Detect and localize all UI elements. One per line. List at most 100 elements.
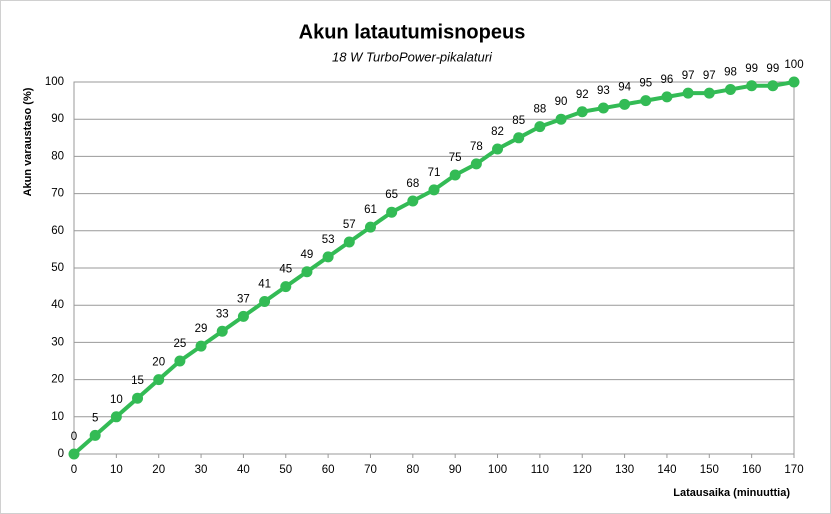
data-label: 99 <box>745 63 758 75</box>
data-label: 98 <box>724 66 737 78</box>
data-label: 45 <box>279 264 292 276</box>
data-point <box>682 87 694 99</box>
y-tick-label: 40 <box>51 299 64 311</box>
data-point <box>89 429 101 441</box>
y-tick-label: 100 <box>45 76 64 88</box>
x-tick-label: 50 <box>279 464 292 476</box>
data-label: 78 <box>470 141 483 153</box>
x-tick-label: 70 <box>364 464 377 476</box>
data-label: 41 <box>258 279 271 291</box>
data-point <box>174 355 186 367</box>
data-point <box>449 169 461 181</box>
data-point <box>386 206 398 218</box>
chart-title: Akun latautumisnopeus <box>299 21 526 43</box>
x-tick-label: 150 <box>700 464 719 476</box>
data-point <box>301 266 313 278</box>
data-point <box>237 310 249 322</box>
y-tick-label: 50 <box>51 262 64 274</box>
data-label: 61 <box>364 204 377 216</box>
data-label: 93 <box>597 85 610 97</box>
data-label: 53 <box>322 234 335 246</box>
data-point <box>703 87 715 99</box>
data-point <box>788 76 800 88</box>
data-label: 94 <box>618 81 631 93</box>
y-tick-label: 60 <box>51 225 64 237</box>
y-tick-label: 80 <box>51 150 64 162</box>
y-tick-label: 10 <box>51 411 64 423</box>
data-point <box>364 221 376 233</box>
x-tick-label: 120 <box>573 464 592 476</box>
data-point <box>555 113 567 125</box>
x-tick-label: 80 <box>406 464 419 476</box>
data-point <box>492 143 504 155</box>
data-point <box>534 121 546 133</box>
data-point <box>110 411 122 423</box>
data-label: 97 <box>703 70 716 82</box>
y-tick-label: 70 <box>51 188 64 200</box>
data-label: 15 <box>131 375 144 387</box>
x-tick-label: 110 <box>531 464 549 476</box>
data-label: 37 <box>237 293 250 305</box>
data-point <box>661 91 673 103</box>
x-axis-label: Latausaika (minuuttia) <box>673 487 790 499</box>
data-point <box>132 392 144 404</box>
y-tick-label: 20 <box>51 374 64 386</box>
data-label: 0 <box>71 431 77 443</box>
data-label: 99 <box>766 63 779 75</box>
x-tick-label: 60 <box>322 464 335 476</box>
data-point <box>597 102 609 114</box>
x-tick-label: 90 <box>449 464 462 476</box>
data-point <box>216 325 228 337</box>
data-point <box>746 80 758 92</box>
data-label: 25 <box>173 338 186 350</box>
data-label: 65 <box>385 189 398 201</box>
data-label: 97 <box>682 70 695 82</box>
data-label: 57 <box>343 219 356 231</box>
y-tick-label: 90 <box>51 113 64 125</box>
x-tick-label: 140 <box>657 464 676 476</box>
data-label: 71 <box>428 167 441 179</box>
x-tick-label: 160 <box>742 464 761 476</box>
data-point <box>259 295 271 307</box>
data-point <box>619 98 631 110</box>
y-tick-label: 0 <box>58 448 64 460</box>
data-label: 88 <box>533 104 546 116</box>
data-point <box>68 448 80 460</box>
data-point <box>640 95 652 107</box>
y-axis-label: Akun varaustaso (%) <box>22 87 34 196</box>
data-point <box>576 106 588 118</box>
data-label: 95 <box>639 78 652 90</box>
data-label: 82 <box>491 126 504 138</box>
data-point <box>767 80 779 92</box>
data-point <box>322 251 334 263</box>
x-tick-label: 0 <box>71 464 77 476</box>
data-label: 96 <box>661 74 674 86</box>
y-tick-label: 30 <box>51 336 64 348</box>
data-label: 85 <box>512 115 525 127</box>
data-label: 49 <box>301 249 314 261</box>
data-point <box>470 158 482 170</box>
data-label: 92 <box>576 89 589 101</box>
data-label: 100 <box>784 59 803 71</box>
data-label: 90 <box>555 96 568 108</box>
data-point <box>407 195 419 207</box>
x-tick-label: 40 <box>237 464 250 476</box>
x-tick-label: 100 <box>488 464 507 476</box>
data-label: 75 <box>449 152 462 164</box>
data-point <box>280 281 292 293</box>
x-tick-label: 20 <box>152 464 165 476</box>
chart-subtitle: 18 W TurboPower-pikalaturi <box>332 49 493 64</box>
data-label: 20 <box>152 357 165 369</box>
data-point <box>195 340 207 352</box>
data-point <box>153 374 165 386</box>
x-tick-label: 10 <box>110 464 123 476</box>
data-label: 33 <box>216 308 229 320</box>
data-label: 5 <box>92 412 98 424</box>
data-point <box>724 83 736 95</box>
x-tick-label: 30 <box>195 464 208 476</box>
data-label: 29 <box>195 323 208 335</box>
data-label: 10 <box>110 394 123 406</box>
data-label: 68 <box>406 178 419 190</box>
data-point <box>343 236 355 248</box>
